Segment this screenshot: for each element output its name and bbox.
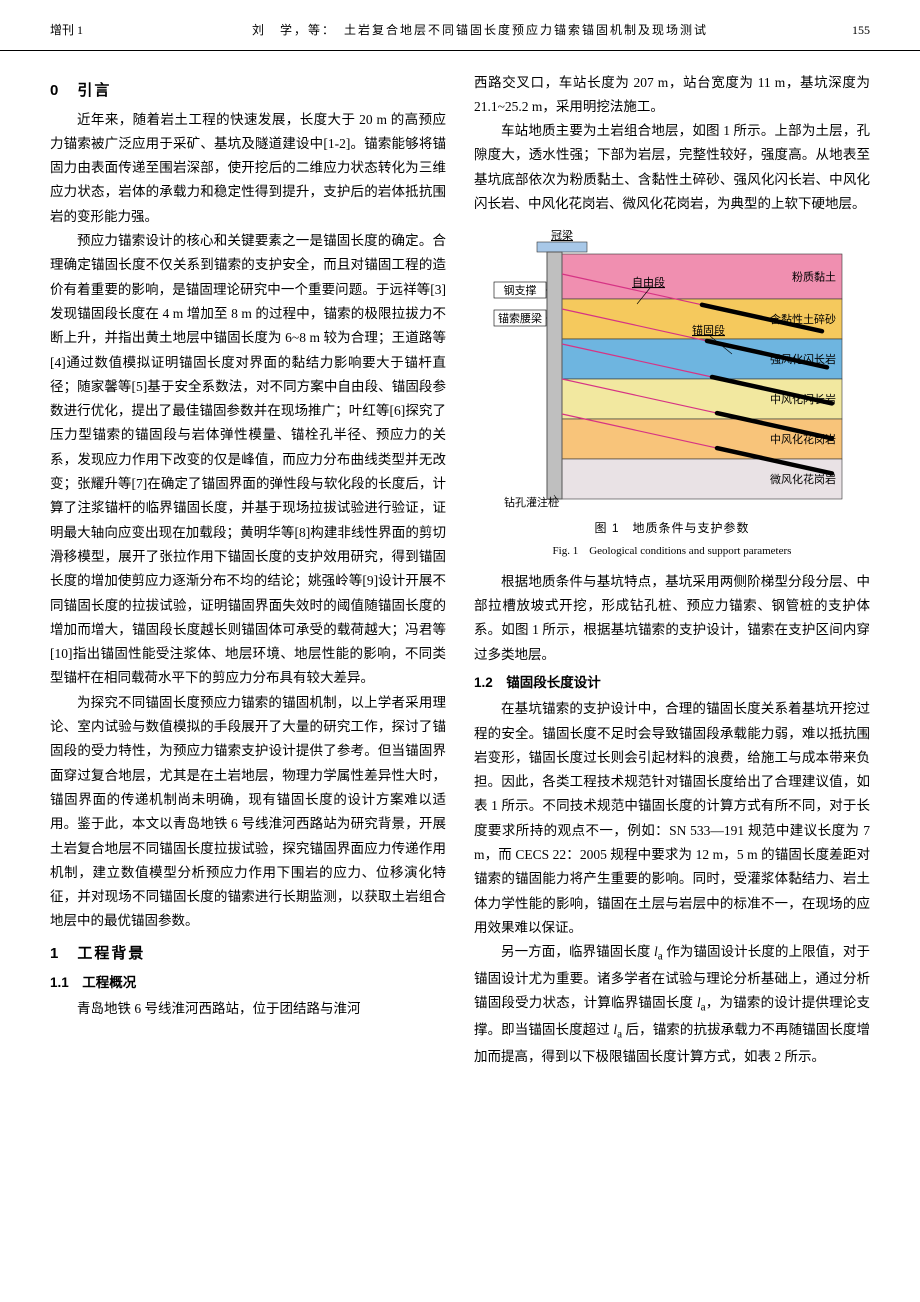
paragraph: 西路交叉口，车站长度为 207 m，站台宽度为 11 m，基坑深度为 21.1~…: [474, 71, 870, 120]
paragraph: 近年来，随着岩土工程的快速发展，长度大于 20 m 的高预应力锚索被广泛应用于采…: [50, 108, 446, 229]
svg-text:钢支撑: 钢支撑: [504, 283, 537, 297]
paragraph: 车站地质主要为土岩组合地层，如图 1 所示。上部为土层，孔隙度大，透水性强；下部…: [474, 119, 870, 216]
paragraph: 根据地质条件与基坑特点，基坑采用两侧阶梯型分段分层、中部拉槽放坡式开挖，形成钻孔…: [474, 570, 870, 667]
figure-1-svg: 粉质黏土含黏性土碎砂强风化闪长岩中风化闪长岩中风化花岗岩微风化花岗岩冠梁钢支撑锚…: [492, 224, 852, 514]
figure-1-caption-en: Fig. 1 Geological conditions and support…: [474, 542, 870, 562]
body-columns: 0 引言 近年来，随着岩土工程的快速发展，长度大于 20 m 的高预应力锚索被广…: [0, 51, 920, 1110]
header-page-number: 155: [810, 20, 870, 42]
svg-text:自由段: 自由段: [632, 275, 665, 289]
svg-text:锚索腰梁: 锚索腰梁: [498, 311, 542, 325]
section-0-title: 0 引言: [50, 77, 446, 104]
paragraph: 在基坑锚索的支护设计中，合理的锚固长度关系着基坑开挖过程的安全。锚固长度不足时会…: [474, 697, 870, 940]
header-issue: 增刊 1: [50, 20, 150, 42]
svg-text:钻孔灌注桩: 钻孔灌注桩: [504, 495, 559, 509]
svg-text:粉质黏土: 粉质黏土: [792, 270, 836, 284]
paragraph: 青岛地铁 6 号线淮河西路站，位于团结路与淮河: [50, 997, 446, 1021]
page-header: 增刊 1 刘 学，等： 土岩复合地层不同锚固长度预应力锚索锚固机制及现场测试 1…: [0, 0, 920, 51]
paragraph: 预应力锚索设计的核心和关键要素之一是锚固长度的确定。合理确定锚固长度不仅关系到锚…: [50, 229, 446, 691]
figure-1-caption-cn: 图 1 地质条件与支护参数: [474, 518, 870, 540]
paragraph: 为探究不同锚固长度预应力锚索的锚固机制，以上学者采用理论、室内试验与数值模拟的手…: [50, 691, 446, 934]
section-1-2-title: 1.2 锚固段长度设计: [474, 671, 870, 695]
section-1-1-title: 1.1 工程概况: [50, 971, 446, 995]
header-title: 刘 学，等： 土岩复合地层不同锚固长度预应力锚索锚固机制及现场测试: [150, 20, 810, 42]
figure-1: 粉质黏土含黏性土碎砂强风化闪长岩中风化闪长岩中风化花岗岩微风化花岗岩冠梁钢支撑锚…: [474, 224, 870, 561]
svg-text:锚固段: 锚固段: [692, 323, 725, 337]
svg-text:冠梁: 冠梁: [551, 228, 573, 242]
paragraph: 另一方面，临界锚固长度 la 作为锚固设计长度的上限值，对于锚固设计尤为重要。诸…: [474, 940, 870, 1069]
section-1-title: 1 工程背景: [50, 940, 446, 967]
